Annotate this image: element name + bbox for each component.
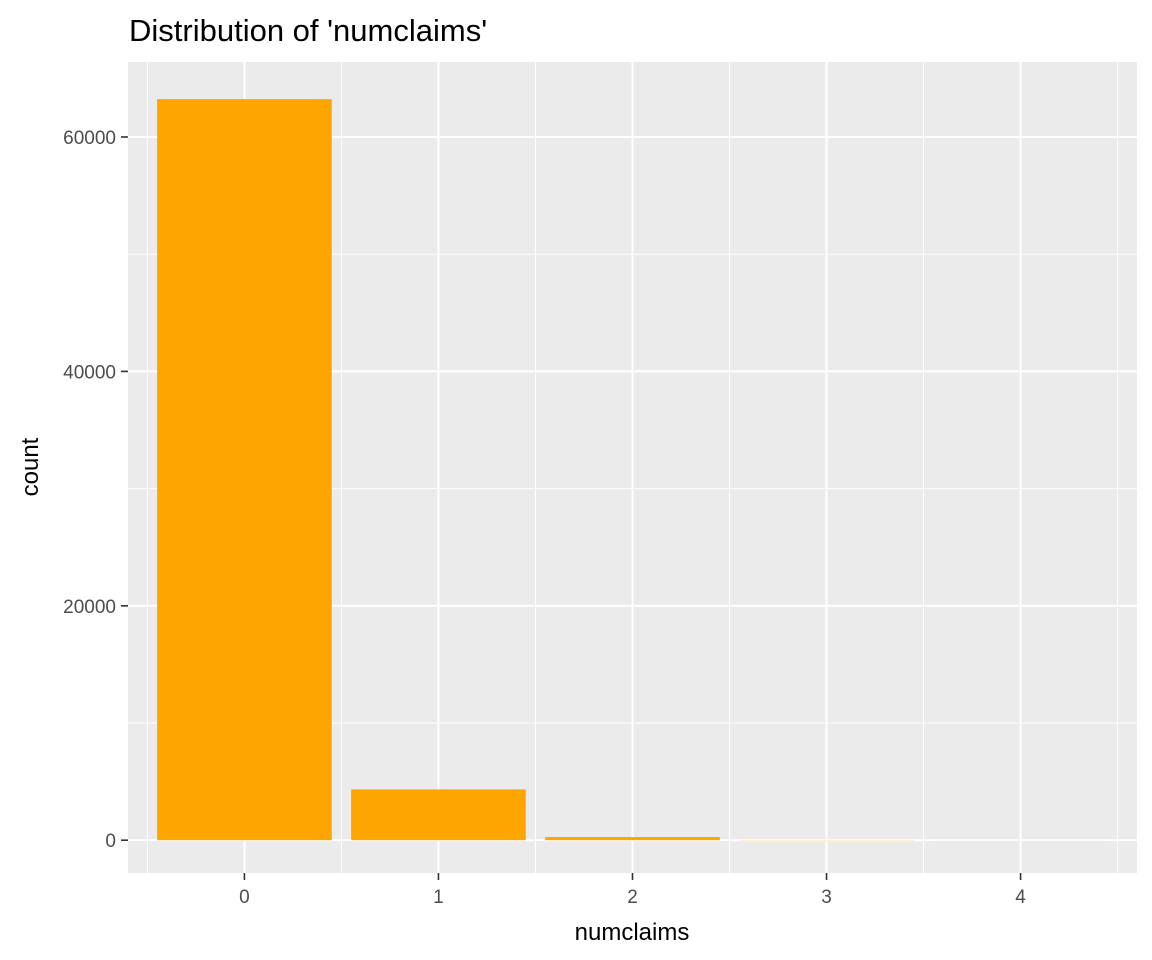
bar-1 <box>351 789 526 841</box>
bar-0 <box>157 99 332 841</box>
chart-title: Distribution of 'numclaims' <box>129 13 487 48</box>
bar-2 <box>545 837 720 841</box>
y-tick-label: 40000 <box>63 362 116 383</box>
y-tick-label: 20000 <box>63 597 116 618</box>
bars <box>157 99 1108 841</box>
x-axis-title: numclaims <box>575 919 690 946</box>
y-tick-label: 60000 <box>63 128 116 149</box>
x-tick-label: 0 <box>239 887 250 908</box>
x-tick-label: 2 <box>627 887 638 908</box>
y-tick-label: 0 <box>105 831 116 852</box>
y-axis-title: count <box>17 437 44 496</box>
y-axis: 0 20000 40000 60000 <box>63 128 128 852</box>
x-tick-label: 1 <box>433 887 444 908</box>
x-tick-label: 4 <box>1015 887 1026 908</box>
x-axis: 0 1 2 3 4 <box>239 873 1026 908</box>
x-tick-label: 3 <box>821 887 832 908</box>
